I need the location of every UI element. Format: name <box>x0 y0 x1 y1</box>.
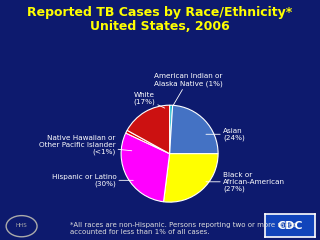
Wedge shape <box>170 105 173 154</box>
Text: United States, 2006: United States, 2006 <box>90 20 230 33</box>
Text: Hispanic or Latino
(30%): Hispanic or Latino (30%) <box>52 174 133 187</box>
Wedge shape <box>121 133 170 202</box>
Text: HHS: HHS <box>16 223 28 228</box>
Text: *All races are non-Hispanic. Persons reporting two or more races
accounted for l: *All races are non-Hispanic. Persons rep… <box>70 222 297 235</box>
Wedge shape <box>127 105 170 154</box>
Wedge shape <box>170 105 218 154</box>
Text: Black or
African-American
(27%): Black or African-American (27%) <box>206 172 285 192</box>
Text: Native Hawaiian or
Other Pacific Islander
(<1%): Native Hawaiian or Other Pacific Islande… <box>38 135 132 155</box>
Text: American Indian or
Alaska Native (1%): American Indian or Alaska Native (1%) <box>154 73 222 106</box>
Text: CDC: CDC <box>277 221 302 231</box>
Wedge shape <box>126 130 170 154</box>
Text: Asian
(24%): Asian (24%) <box>206 127 245 141</box>
Text: Reported TB Cases by Race/Ethnicity*: Reported TB Cases by Race/Ethnicity* <box>28 6 292 19</box>
Wedge shape <box>164 154 218 202</box>
Text: White
(17%): White (17%) <box>133 92 165 108</box>
